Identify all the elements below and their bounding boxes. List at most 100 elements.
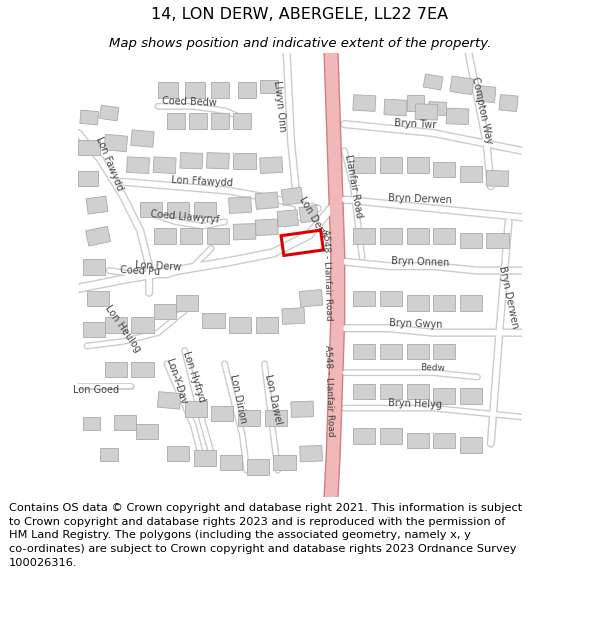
Text: Bryn Twr: Bryn Twr bbox=[394, 118, 437, 130]
Text: Contains OS data © Crown copyright and database right 2021. This information is : Contains OS data © Crown copyright and d… bbox=[9, 503, 522, 568]
Text: Lon Dirion: Lon Dirion bbox=[228, 374, 248, 424]
Polygon shape bbox=[127, 157, 149, 174]
Polygon shape bbox=[255, 192, 278, 209]
Polygon shape bbox=[353, 428, 376, 444]
Polygon shape bbox=[353, 158, 376, 173]
Polygon shape bbox=[229, 197, 251, 214]
Polygon shape bbox=[433, 344, 455, 359]
Text: Lon Fawydd: Lon Fawydd bbox=[94, 136, 125, 192]
Text: Coed Llawyryf: Coed Llawyryf bbox=[150, 209, 220, 225]
Text: Bedw: Bedw bbox=[421, 363, 446, 373]
Polygon shape bbox=[353, 95, 376, 111]
Polygon shape bbox=[105, 361, 127, 377]
Polygon shape bbox=[233, 153, 256, 169]
Polygon shape bbox=[407, 344, 428, 359]
Polygon shape bbox=[353, 384, 376, 399]
Text: Lon Heulog: Lon Heulog bbox=[103, 303, 142, 354]
Text: Lon Derw: Lon Derw bbox=[298, 195, 329, 240]
Polygon shape bbox=[158, 82, 178, 98]
Polygon shape bbox=[281, 187, 303, 206]
Polygon shape bbox=[211, 113, 229, 129]
Polygon shape bbox=[136, 424, 158, 439]
Polygon shape bbox=[86, 196, 108, 214]
Polygon shape bbox=[353, 228, 376, 244]
Polygon shape bbox=[486, 171, 509, 187]
Polygon shape bbox=[423, 74, 443, 90]
Polygon shape bbox=[299, 289, 323, 307]
Text: Llwyn Onn: Llwyn Onn bbox=[272, 80, 287, 132]
Polygon shape bbox=[299, 205, 319, 223]
Polygon shape bbox=[446, 108, 469, 124]
Polygon shape bbox=[189, 113, 207, 129]
Text: Bryn Derwen: Bryn Derwen bbox=[388, 194, 452, 206]
Polygon shape bbox=[211, 406, 233, 421]
Polygon shape bbox=[206, 152, 229, 169]
Polygon shape bbox=[407, 432, 428, 448]
Polygon shape bbox=[380, 428, 402, 444]
Polygon shape bbox=[87, 291, 109, 306]
Polygon shape bbox=[407, 95, 424, 111]
Polygon shape bbox=[131, 361, 154, 377]
Polygon shape bbox=[353, 291, 376, 306]
Text: Llanfair Road: Llanfair Road bbox=[343, 154, 364, 219]
Polygon shape bbox=[380, 228, 402, 244]
Polygon shape bbox=[220, 455, 242, 470]
Text: A548 - Llanfair Road: A548 - Llanfair Road bbox=[320, 229, 333, 321]
Polygon shape bbox=[238, 82, 256, 98]
Polygon shape bbox=[202, 312, 224, 328]
Polygon shape bbox=[282, 308, 305, 324]
Text: Bryn Helyg: Bryn Helyg bbox=[388, 398, 442, 409]
Polygon shape bbox=[300, 446, 322, 462]
Polygon shape bbox=[255, 219, 278, 236]
Polygon shape bbox=[131, 130, 154, 148]
Polygon shape bbox=[176, 295, 198, 311]
Text: A548 - Llanfair Road: A548 - Llanfair Road bbox=[323, 344, 335, 436]
Polygon shape bbox=[229, 317, 251, 332]
Polygon shape bbox=[86, 226, 110, 246]
Polygon shape bbox=[380, 158, 402, 173]
Polygon shape bbox=[100, 105, 119, 121]
Polygon shape bbox=[353, 344, 376, 359]
Polygon shape bbox=[167, 446, 189, 461]
Polygon shape bbox=[291, 401, 314, 418]
Polygon shape bbox=[104, 134, 128, 152]
Polygon shape bbox=[433, 295, 455, 311]
Polygon shape bbox=[433, 432, 455, 448]
Polygon shape bbox=[140, 202, 163, 217]
Polygon shape bbox=[207, 228, 229, 244]
Polygon shape bbox=[153, 157, 176, 174]
Polygon shape bbox=[154, 228, 176, 244]
Polygon shape bbox=[83, 259, 105, 275]
Polygon shape bbox=[185, 401, 207, 417]
Polygon shape bbox=[477, 86, 496, 102]
Polygon shape bbox=[238, 411, 260, 426]
Polygon shape bbox=[105, 317, 127, 332]
Polygon shape bbox=[233, 113, 251, 129]
Text: 14, LON DERW, ABERGELE, LL22 7EA: 14, LON DERW, ABERGELE, LL22 7EA bbox=[151, 8, 449, 22]
Polygon shape bbox=[433, 162, 455, 177]
Polygon shape bbox=[80, 110, 98, 125]
Polygon shape bbox=[274, 455, 296, 470]
Polygon shape bbox=[233, 224, 256, 240]
Polygon shape bbox=[83, 322, 105, 337]
Polygon shape bbox=[384, 99, 407, 116]
Polygon shape bbox=[428, 102, 446, 116]
Polygon shape bbox=[277, 210, 298, 227]
Polygon shape bbox=[460, 233, 482, 248]
Text: Lon Hyfryd: Lon Hyfryd bbox=[181, 351, 206, 404]
Polygon shape bbox=[260, 157, 283, 174]
Polygon shape bbox=[167, 202, 189, 217]
Text: Compton Way: Compton Way bbox=[470, 76, 494, 145]
Polygon shape bbox=[131, 317, 154, 332]
Polygon shape bbox=[407, 384, 428, 399]
Text: Lon Dawel: Lon Dawel bbox=[263, 373, 284, 425]
Polygon shape bbox=[499, 94, 518, 111]
Text: Bryn Gwyn: Bryn Gwyn bbox=[389, 318, 442, 330]
Polygon shape bbox=[380, 291, 402, 306]
Polygon shape bbox=[211, 82, 229, 98]
Polygon shape bbox=[407, 228, 428, 244]
Polygon shape bbox=[487, 233, 509, 248]
Polygon shape bbox=[193, 450, 215, 466]
Polygon shape bbox=[167, 113, 185, 129]
Polygon shape bbox=[78, 171, 98, 186]
